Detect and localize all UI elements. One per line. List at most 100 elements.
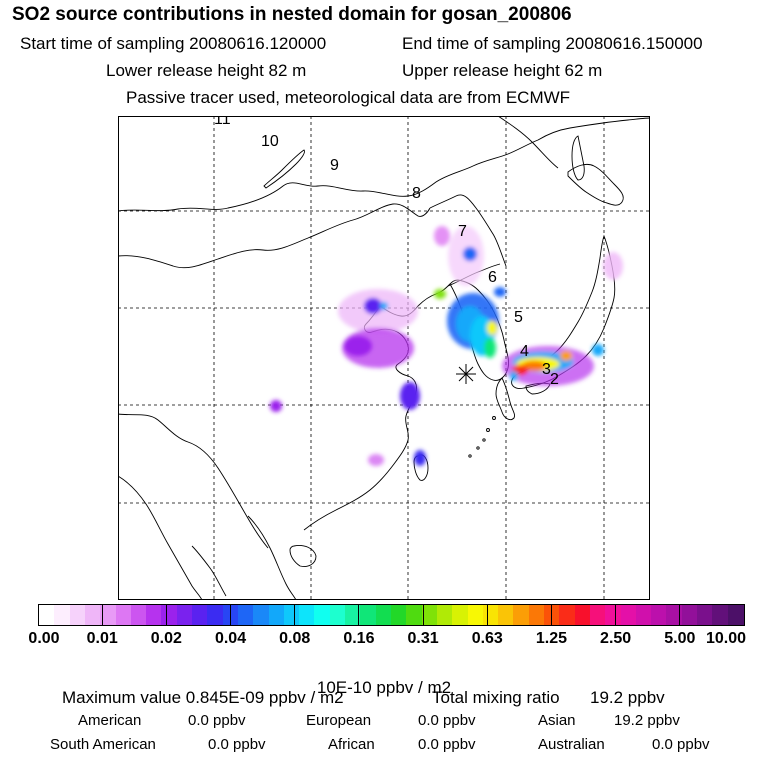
colorbar-divider bbox=[679, 604, 681, 626]
region-value: 0.0 ppbv bbox=[208, 736, 266, 753]
colorbar-segment bbox=[115, 605, 132, 625]
colorbar-divider bbox=[358, 604, 360, 626]
contour-labels: 11 10 9 8 7 6 5 4 3 2 bbox=[214, 116, 559, 388]
contour-label: 4 bbox=[520, 343, 529, 360]
colorbar-segment bbox=[635, 605, 652, 625]
colorbar-segment bbox=[482, 605, 499, 625]
colorbar-segment bbox=[559, 605, 576, 625]
colorbar-tick-label: 10.00 bbox=[705, 630, 747, 647]
colorbar-segment bbox=[283, 605, 300, 625]
end-time-label: End time of sampling 20080616.150000 bbox=[402, 34, 703, 53]
colorbar-segment bbox=[207, 605, 224, 625]
colorbar-divider bbox=[743, 604, 745, 626]
colorbar-tick-label: 0.01 bbox=[86, 630, 118, 647]
colorbar-divider bbox=[101, 604, 103, 626]
colorbar-segment bbox=[727, 605, 744, 625]
colorbar bbox=[38, 604, 744, 626]
contour-label: 10 bbox=[261, 133, 279, 150]
colorbar-segment bbox=[146, 605, 163, 625]
colorbar-segment bbox=[39, 605, 55, 625]
colorbar-segment bbox=[452, 605, 469, 625]
colorbar-divider bbox=[486, 604, 488, 626]
colorbar-segment bbox=[161, 605, 178, 625]
contour-label: 8 bbox=[412, 185, 421, 202]
colorbar-segment bbox=[589, 605, 606, 625]
colorbar-tick-label: 0.02 bbox=[150, 630, 182, 647]
colorbar-segment bbox=[697, 605, 713, 625]
region-value: 0.0 ppbv bbox=[652, 736, 710, 753]
region-name: European bbox=[306, 712, 372, 729]
colorbar-segment bbox=[436, 605, 453, 625]
contour-label: 11 bbox=[214, 116, 231, 128]
colorbar-tick-label: 0.08 bbox=[279, 630, 311, 647]
region-name: South American bbox=[50, 736, 156, 753]
total-mixing-label: Total mixing ratio bbox=[432, 688, 560, 707]
colorbar-tick-label: 0.00 bbox=[28, 630, 60, 647]
receptor-marker bbox=[456, 364, 476, 384]
contour-label: 6 bbox=[488, 269, 497, 286]
colorbar-segment bbox=[54, 605, 71, 625]
colorbar-tick-label: 0.63 bbox=[471, 630, 503, 647]
colorbar-tick-label: 1.25 bbox=[535, 630, 568, 647]
colorbar-segment bbox=[712, 605, 729, 625]
colorbar-segment bbox=[406, 605, 423, 625]
colorbar-segment bbox=[391, 605, 407, 625]
colorbar-segment bbox=[253, 605, 270, 625]
colorbar-divider bbox=[37, 604, 39, 626]
colorbar-divider bbox=[165, 604, 167, 626]
colorbar-segment bbox=[100, 605, 117, 625]
map-panel: 11 10 9 8 7 6 5 4 3 2 bbox=[118, 116, 650, 600]
colorbar-divider bbox=[230, 604, 232, 626]
colorbar-segment bbox=[375, 605, 392, 625]
colorbar-segment bbox=[620, 605, 637, 625]
colorbar-segment bbox=[345, 605, 361, 625]
region-value: 0.0 ppbv bbox=[418, 736, 476, 753]
colorbar-segment bbox=[237, 605, 254, 625]
region-value: 0.0 ppbv bbox=[188, 712, 246, 729]
colorbar-divider bbox=[550, 604, 552, 626]
upper-release-label: Upper release height 62 m bbox=[402, 61, 603, 80]
colorbar-segment bbox=[544, 605, 560, 625]
colorbar-tick-label: 0.16 bbox=[343, 630, 375, 647]
colorbar-tick-label: 2.50 bbox=[600, 630, 632, 647]
contour-label: 5 bbox=[514, 309, 523, 326]
colorbar-segment bbox=[681, 605, 698, 625]
lower-release-label: Lower release height 82 m bbox=[106, 61, 307, 80]
colorbar-segment bbox=[299, 605, 316, 625]
colorbar-segment bbox=[574, 605, 591, 625]
region-value: 19.2 ppbv bbox=[614, 712, 680, 729]
colorbar-tick-label: 0.31 bbox=[407, 630, 439, 647]
maximum-value-label: Maximum value 0.845E-09 ppbv / m2 bbox=[62, 688, 344, 707]
region-name: African bbox=[328, 736, 375, 753]
colorbar-segment bbox=[130, 605, 147, 625]
colorbar-segment bbox=[360, 605, 377, 625]
coastlines bbox=[118, 116, 650, 600]
contour-label: 9 bbox=[330, 157, 339, 174]
colorbar-segment bbox=[268, 605, 285, 625]
colorbar-segment bbox=[498, 605, 515, 625]
colorbar-segment bbox=[467, 605, 484, 625]
colorbar-segment bbox=[329, 605, 346, 625]
region-name: American bbox=[78, 712, 142, 729]
region-name: Australian bbox=[538, 736, 605, 753]
colorbar-segment bbox=[513, 605, 530, 625]
start-time-label: Start time of sampling 20080616.120000 bbox=[20, 34, 327, 53]
colorbar-tick-label: 0.04 bbox=[214, 630, 247, 647]
contour-label: 2 bbox=[550, 371, 559, 388]
colorbar-tick-label: 5.00 bbox=[664, 630, 696, 647]
colorbar-segment bbox=[192, 605, 208, 625]
region-name: Asian bbox=[538, 712, 576, 729]
page-title: SO2 source contributions in nested domai… bbox=[12, 4, 572, 25]
colorbar-segment bbox=[421, 605, 438, 625]
colorbar-segment bbox=[605, 605, 622, 625]
total-mixing-value: 19.2 ppbv bbox=[590, 688, 665, 707]
colorbar-divider bbox=[294, 604, 296, 626]
colorbar-divider bbox=[422, 604, 424, 626]
colorbar-segment bbox=[69, 605, 86, 625]
colorbar-divider bbox=[615, 604, 617, 626]
contour-label: 3 bbox=[542, 361, 551, 378]
concentration-plume bbox=[270, 226, 623, 466]
colorbar-segment bbox=[666, 605, 683, 625]
contour-label: 7 bbox=[458, 223, 467, 240]
colorbar-segment bbox=[84, 605, 101, 625]
